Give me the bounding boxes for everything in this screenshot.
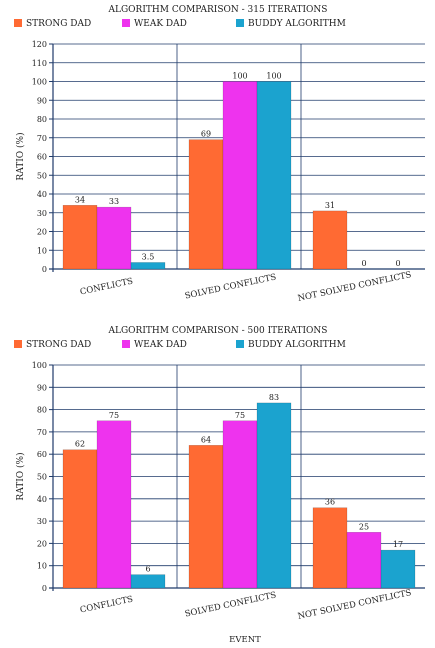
chart2-y-tick-label: 50	[37, 473, 47, 482]
chart1-bar-weak-1	[96, 206, 132, 270]
chart2-legend-label-3: BUDDY ALGORITHM	[248, 340, 346, 350]
chart1-y-tick-label: 30	[37, 209, 47, 218]
chart1-legend-label-3: BUDDY ALGORITHM	[248, 19, 346, 29]
chart1-category-label: NOT SOLVED CONFLICTS	[297, 270, 413, 304]
chart2-legend-swatch-2	[122, 340, 130, 348]
chart2-bar-weak-1	[96, 420, 132, 589]
chart2-bar-strong-3	[312, 507, 348, 589]
chart1-y-tick-label: 40	[37, 190, 47, 199]
chart2-y-tick-label: 70	[37, 428, 47, 437]
chart1-y-tick-label: 80	[37, 115, 47, 124]
chart2-category-label: SOLVED CONFLICTS	[184, 590, 277, 619]
chart1-data-label: 0	[395, 259, 400, 268]
chart2-y-tick-label: 40	[37, 495, 47, 504]
chart1-bar-weak-2	[222, 81, 258, 270]
chart1-y-tick-label: 50	[37, 171, 47, 180]
chart1-data-label: 0	[361, 259, 366, 268]
chart1-bar-strong-3	[312, 210, 348, 270]
chart1-y-tick-label: 90	[37, 96, 47, 105]
chart1-y-tick-label: 60	[37, 153, 47, 162]
chart1-y-tick-label: 0	[42, 265, 47, 274]
chart1-category-label: SOLVED CONFLICTS	[184, 272, 277, 301]
chart2-bar-buddy-1	[130, 574, 166, 589]
chart2-y-tick-label: 30	[37, 517, 47, 526]
chart2-category-label: CONFLICTS	[79, 595, 134, 616]
chart1-bar-buddy-1	[130, 262, 166, 270]
chart2-bar-buddy-2	[256, 402, 292, 589]
chart2-data-label: 75	[109, 411, 119, 420]
chart2-bar-weak-3	[346, 532, 382, 589]
chart1-y-axis-label: RATIO (%)	[15, 132, 26, 180]
chart1-data-label: 100	[232, 72, 247, 81]
chart2-data-label: 75	[235, 411, 245, 420]
chart2-data-label: 83	[269, 393, 279, 402]
chart2-y-tick-label: 90	[37, 383, 47, 392]
chart1-legend-swatch-2	[122, 19, 130, 27]
chart2-legend-label-2: WEAK DAD	[134, 340, 187, 350]
chart1-y-tick-label: 100	[32, 78, 47, 87]
chart1-title: ALGORITHM COMPARISON - 315 ITERATIONS	[108, 5, 328, 15]
chart2-bar-strong-1	[62, 449, 98, 589]
chart1-data-label: 31	[325, 201, 335, 210]
chart1-legend-label-2: WEAK DAD	[134, 19, 187, 29]
chart1-y-tick-label: 70	[37, 134, 47, 143]
chart2-legend-swatch-1	[14, 340, 22, 348]
chart2-bar-weak-2	[222, 420, 258, 589]
chart1-y-tick-label: 20	[37, 228, 47, 237]
chart2-y-tick-label: 100	[32, 361, 47, 370]
chart2-data-label: 36	[325, 498, 335, 507]
chart-2: ALGORITHM COMPARISON - 500 ITERATIONS STR…	[14, 326, 425, 622]
chart1-data-label: 69	[201, 130, 211, 139]
chart1-data-label: 3.5	[142, 252, 155, 261]
chart2-data-label: 62	[75, 440, 85, 449]
chart1-data-label: 34	[75, 195, 85, 204]
chart1-legend-swatch-3	[236, 19, 244, 27]
x-axis-title: EVENT	[229, 635, 261, 645]
chart2-bar-buddy-3	[380, 549, 416, 589]
chart2-legend-swatch-3	[236, 340, 244, 348]
chart2-title: ALGORITHM COMPARISON - 500 ITERATIONS	[108, 326, 328, 336]
chart1-bar-strong-2	[188, 139, 224, 270]
chart1-y-tick-label: 10	[37, 246, 47, 255]
chart2-data-label: 25	[359, 522, 369, 531]
chart2-y-tick-label: 10	[37, 562, 47, 571]
chart2-category-label: NOT SOLVED CONFLICTS	[297, 588, 413, 622]
chart1-y-tick-label: 120	[32, 40, 47, 49]
chart1-data-label: 33	[109, 197, 119, 206]
chart2-data-label: 64	[201, 435, 211, 444]
chart1-bar-buddy-2	[256, 81, 292, 270]
chart-1: ALGORITHM COMPARISON - 315 ITERATIONS STR…	[14, 5, 425, 304]
chart1-data-label: 100	[266, 72, 281, 81]
chart2-y-tick-label: 80	[37, 406, 47, 415]
chart1-category-label: CONFLICTS	[79, 277, 134, 298]
chart2-y-tick-label: 60	[37, 450, 47, 459]
chart1-y-tick-label: 110	[32, 59, 47, 68]
chart2-y-axis-label: RATIO (%)	[15, 452, 26, 500]
chart2-data-label: 6	[145, 565, 150, 574]
chart2-data-label: 17	[393, 540, 403, 549]
chart1-legend-label-1: STRONG DAD	[26, 19, 91, 29]
chart1-legend-swatch-1	[14, 19, 22, 27]
chart2-legend-label-1: STRONG DAD	[26, 340, 91, 350]
chart2-y-tick-label: 0	[42, 584, 47, 593]
chart2-bar-strong-2	[188, 445, 224, 589]
chart2-y-tick-label: 20	[37, 539, 47, 548]
chart1-bar-strong-1	[62, 205, 98, 270]
